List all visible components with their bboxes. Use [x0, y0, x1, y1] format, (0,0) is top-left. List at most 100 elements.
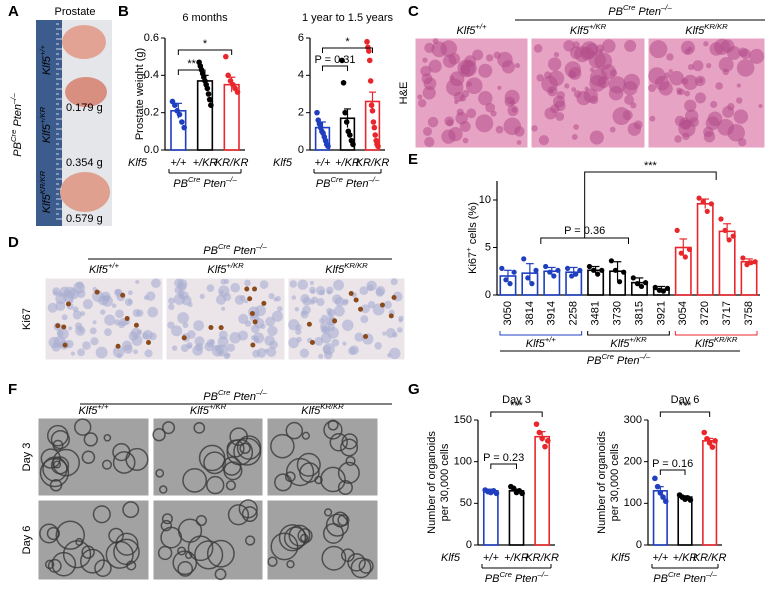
texture	[718, 57, 734, 73]
x-prefix: Klf5	[273, 157, 293, 169]
group-label-part: Cre	[218, 388, 230, 397]
significance-label: ***	[679, 400, 693, 412]
texture	[95, 346, 108, 359]
texture	[114, 319, 121, 326]
texture	[252, 319, 258, 325]
texture	[267, 556, 278, 567]
y-tick-label: 150	[454, 414, 472, 426]
group-label-part: Pten	[12, 104, 24, 130]
texture	[270, 532, 299, 561]
texture	[229, 427, 249, 446]
texture	[276, 306, 283, 312]
texture	[624, 39, 637, 52]
texture	[283, 526, 307, 550]
data-point	[660, 288, 667, 294]
data-point	[555, 267, 561, 273]
data-point	[660, 494, 666, 500]
texture	[612, 107, 631, 126]
texture	[326, 289, 332, 295]
texture	[302, 297, 312, 306]
genotype-label-part: +/+	[38, 44, 47, 56]
texture	[571, 87, 577, 92]
texture	[167, 321, 175, 329]
data-point	[722, 227, 728, 233]
texture	[375, 288, 384, 297]
texture	[460, 64, 471, 75]
texture	[514, 63, 521, 69]
texture	[244, 299, 249, 304]
texture	[225, 480, 237, 491]
texture	[297, 279, 309, 290]
column-label-part: Klf5	[456, 25, 476, 37]
weight-label: 0.579 g	[66, 213, 103, 225]
data-point	[608, 258, 615, 264]
column-label: Klf5KR/KR	[685, 22, 728, 37]
texture	[297, 528, 313, 544]
group-label-part: Pten	[230, 245, 256, 257]
texture	[168, 303, 175, 310]
texture	[568, 67, 582, 80]
x-tick-label: 3758	[743, 301, 755, 325]
texture	[193, 320, 205, 331]
texture	[321, 545, 347, 571]
y-axis-label: Number of organoids	[596, 431, 608, 534]
texture	[229, 332, 241, 344]
bar	[482, 490, 499, 546]
texture	[261, 300, 267, 306]
column-label-part: Klf5	[570, 25, 590, 37]
data-point	[674, 227, 680, 233]
texture	[151, 278, 161, 289]
data-point	[712, 438, 718, 444]
micrograph	[266, 499, 379, 581]
group-label-part: PB	[316, 178, 331, 190]
texture	[589, 68, 608, 87]
texture	[265, 316, 275, 327]
texture	[82, 341, 91, 350]
texture	[333, 305, 345, 317]
texture	[679, 117, 691, 130]
data-point	[366, 48, 372, 54]
texture	[553, 52, 560, 58]
texture	[127, 290, 133, 296]
texture	[112, 451, 136, 474]
group-label-part: Pten	[343, 178, 369, 190]
y-tick-label: 300	[624, 414, 642, 426]
data-point	[662, 498, 669, 505]
texture	[285, 457, 315, 487]
group-label-part: +/KR	[629, 335, 647, 344]
column-label: Klf5+/+	[78, 402, 109, 417]
data-point	[511, 269, 517, 275]
texture	[206, 539, 235, 568]
texture	[703, 41, 709, 47]
texture	[92, 505, 111, 524]
texture	[682, 132, 690, 141]
texture	[331, 338, 340, 347]
group-label-part: –/–	[255, 388, 267, 397]
texture	[736, 97, 743, 104]
data-point	[499, 265, 505, 271]
texture	[301, 431, 310, 440]
texture	[289, 280, 298, 288]
texture	[309, 286, 316, 294]
data-point	[657, 490, 664, 496]
texture	[564, 83, 570, 89]
texture	[295, 328, 302, 335]
column-label: Klf5+/KR	[190, 402, 227, 417]
texture	[299, 348, 310, 358]
texture	[363, 333, 369, 339]
texture	[220, 278, 227, 285]
data-point	[176, 111, 183, 118]
significance-label: P = 0.31	[314, 54, 355, 66]
data-point	[542, 443, 548, 450]
group-label-part: KR/KR	[714, 335, 738, 344]
texture	[736, 59, 755, 77]
chart-title: 6 months	[182, 12, 228, 24]
data-point	[521, 256, 527, 262]
tissue	[62, 25, 106, 59]
genotype-label: Klf5+/+	[38, 44, 53, 75]
texture	[123, 344, 133, 354]
data-point	[700, 199, 706, 205]
texture	[348, 346, 357, 356]
texture	[669, 70, 685, 86]
texture	[684, 90, 690, 97]
